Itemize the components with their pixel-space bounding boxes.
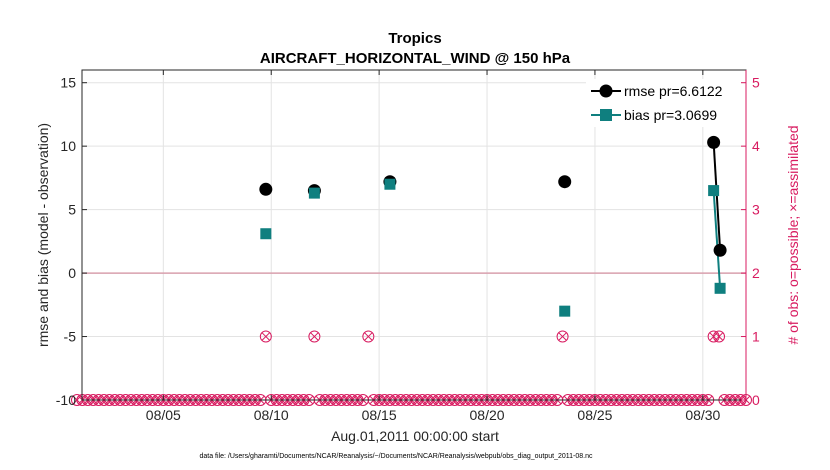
- right-tick-label: 0: [752, 392, 760, 408]
- obs-count-marker: [556, 330, 569, 343]
- right-tick-label: 3: [752, 202, 760, 218]
- obs-assimilated-cross: [364, 332, 373, 341]
- right-tick-label: 1: [752, 329, 760, 345]
- x-axis-ticks: 08/05 08/10 08/15 08/20 08/25 08/30: [146, 70, 721, 423]
- obs-possible-circle: [362, 330, 375, 343]
- legend-bias-label: bias pr=3.0699: [624, 107, 717, 123]
- y-tick-label: -10: [56, 392, 76, 408]
- x-axis-label: Aug.01,2011 00:00:00 start: [331, 428, 499, 444]
- y-tick-label: 10: [60, 138, 76, 154]
- rmse-point: [259, 182, 273, 196]
- obs-count-marker: [362, 330, 375, 343]
- rmse-point: [707, 135, 721, 149]
- x-tick-label: 08/30: [685, 407, 720, 423]
- x-tick-label: 08/05: [146, 407, 181, 423]
- right-axis-ticks: 0 1 2 3 4 5: [741, 75, 760, 408]
- obs-possible-circle: [308, 330, 321, 343]
- obs-possible-circle: [713, 330, 726, 343]
- obs-assimilated-cross: [715, 332, 723, 341]
- bias-point: [714, 282, 726, 294]
- bias-point: [260, 228, 272, 240]
- y-axis-ticks: -10 -5 0 5 10 15: [56, 75, 87, 408]
- legend-bias-marker: [600, 109, 612, 121]
- right-tick-label: 2: [752, 265, 760, 281]
- right-axis-label: # of obs: o=possible; ×=assimilated: [785, 125, 801, 344]
- bias-point: [708, 185, 720, 197]
- bias-point: [559, 305, 571, 317]
- obs-count-marker: [308, 330, 321, 343]
- series-points: [259, 135, 727, 317]
- y-tick-label: 5: [68, 202, 76, 218]
- x-tick-label: 08/15: [362, 407, 397, 423]
- series-segment: [712, 142, 722, 251]
- x-tick-label: 08/20: [470, 407, 505, 423]
- rmse-point: [558, 175, 572, 189]
- chart-subtitle: AIRCRAFT_HORIZONTAL_WIND @ 150 hPa: [260, 50, 571, 67]
- bias-point: [384, 178, 396, 190]
- legend: rmse pr=6.6122 bias pr=3.0699: [586, 79, 741, 127]
- obs-assimilated-cross: [261, 332, 270, 341]
- rmse-point: [713, 243, 727, 257]
- legend-rmse-label: rmse pr=6.6122: [624, 83, 723, 99]
- right-tick-label: 5: [752, 75, 760, 91]
- y-tick-label: 15: [60, 75, 76, 91]
- legend-rmse-marker: [599, 84, 613, 98]
- obs-assimilated-cross: [558, 332, 567, 341]
- y-tick-label: 0: [68, 265, 76, 281]
- obs-count-marker: [259, 330, 272, 343]
- series-segment: [712, 190, 722, 289]
- obs-assimilated-cross: [310, 332, 319, 341]
- obs-count-marker: [713, 330, 726, 343]
- x-tick-label: 08/10: [254, 407, 289, 423]
- obs-possible-circle: [259, 330, 272, 343]
- series-lines: [712, 142, 722, 289]
- y-tick-label: -5: [64, 329, 77, 345]
- chart-title: Tropics: [388, 30, 441, 47]
- y-axis-label: rmse and bias (model - observation): [35, 123, 51, 347]
- bias-point: [308, 187, 320, 199]
- obs-possible-circle: [556, 330, 569, 343]
- x-tick-label: 08/25: [577, 407, 612, 423]
- data-file-footnote: data file: /Users/gharamti/Documents/NCA…: [199, 453, 593, 460]
- right-tick-label: 4: [752, 138, 760, 154]
